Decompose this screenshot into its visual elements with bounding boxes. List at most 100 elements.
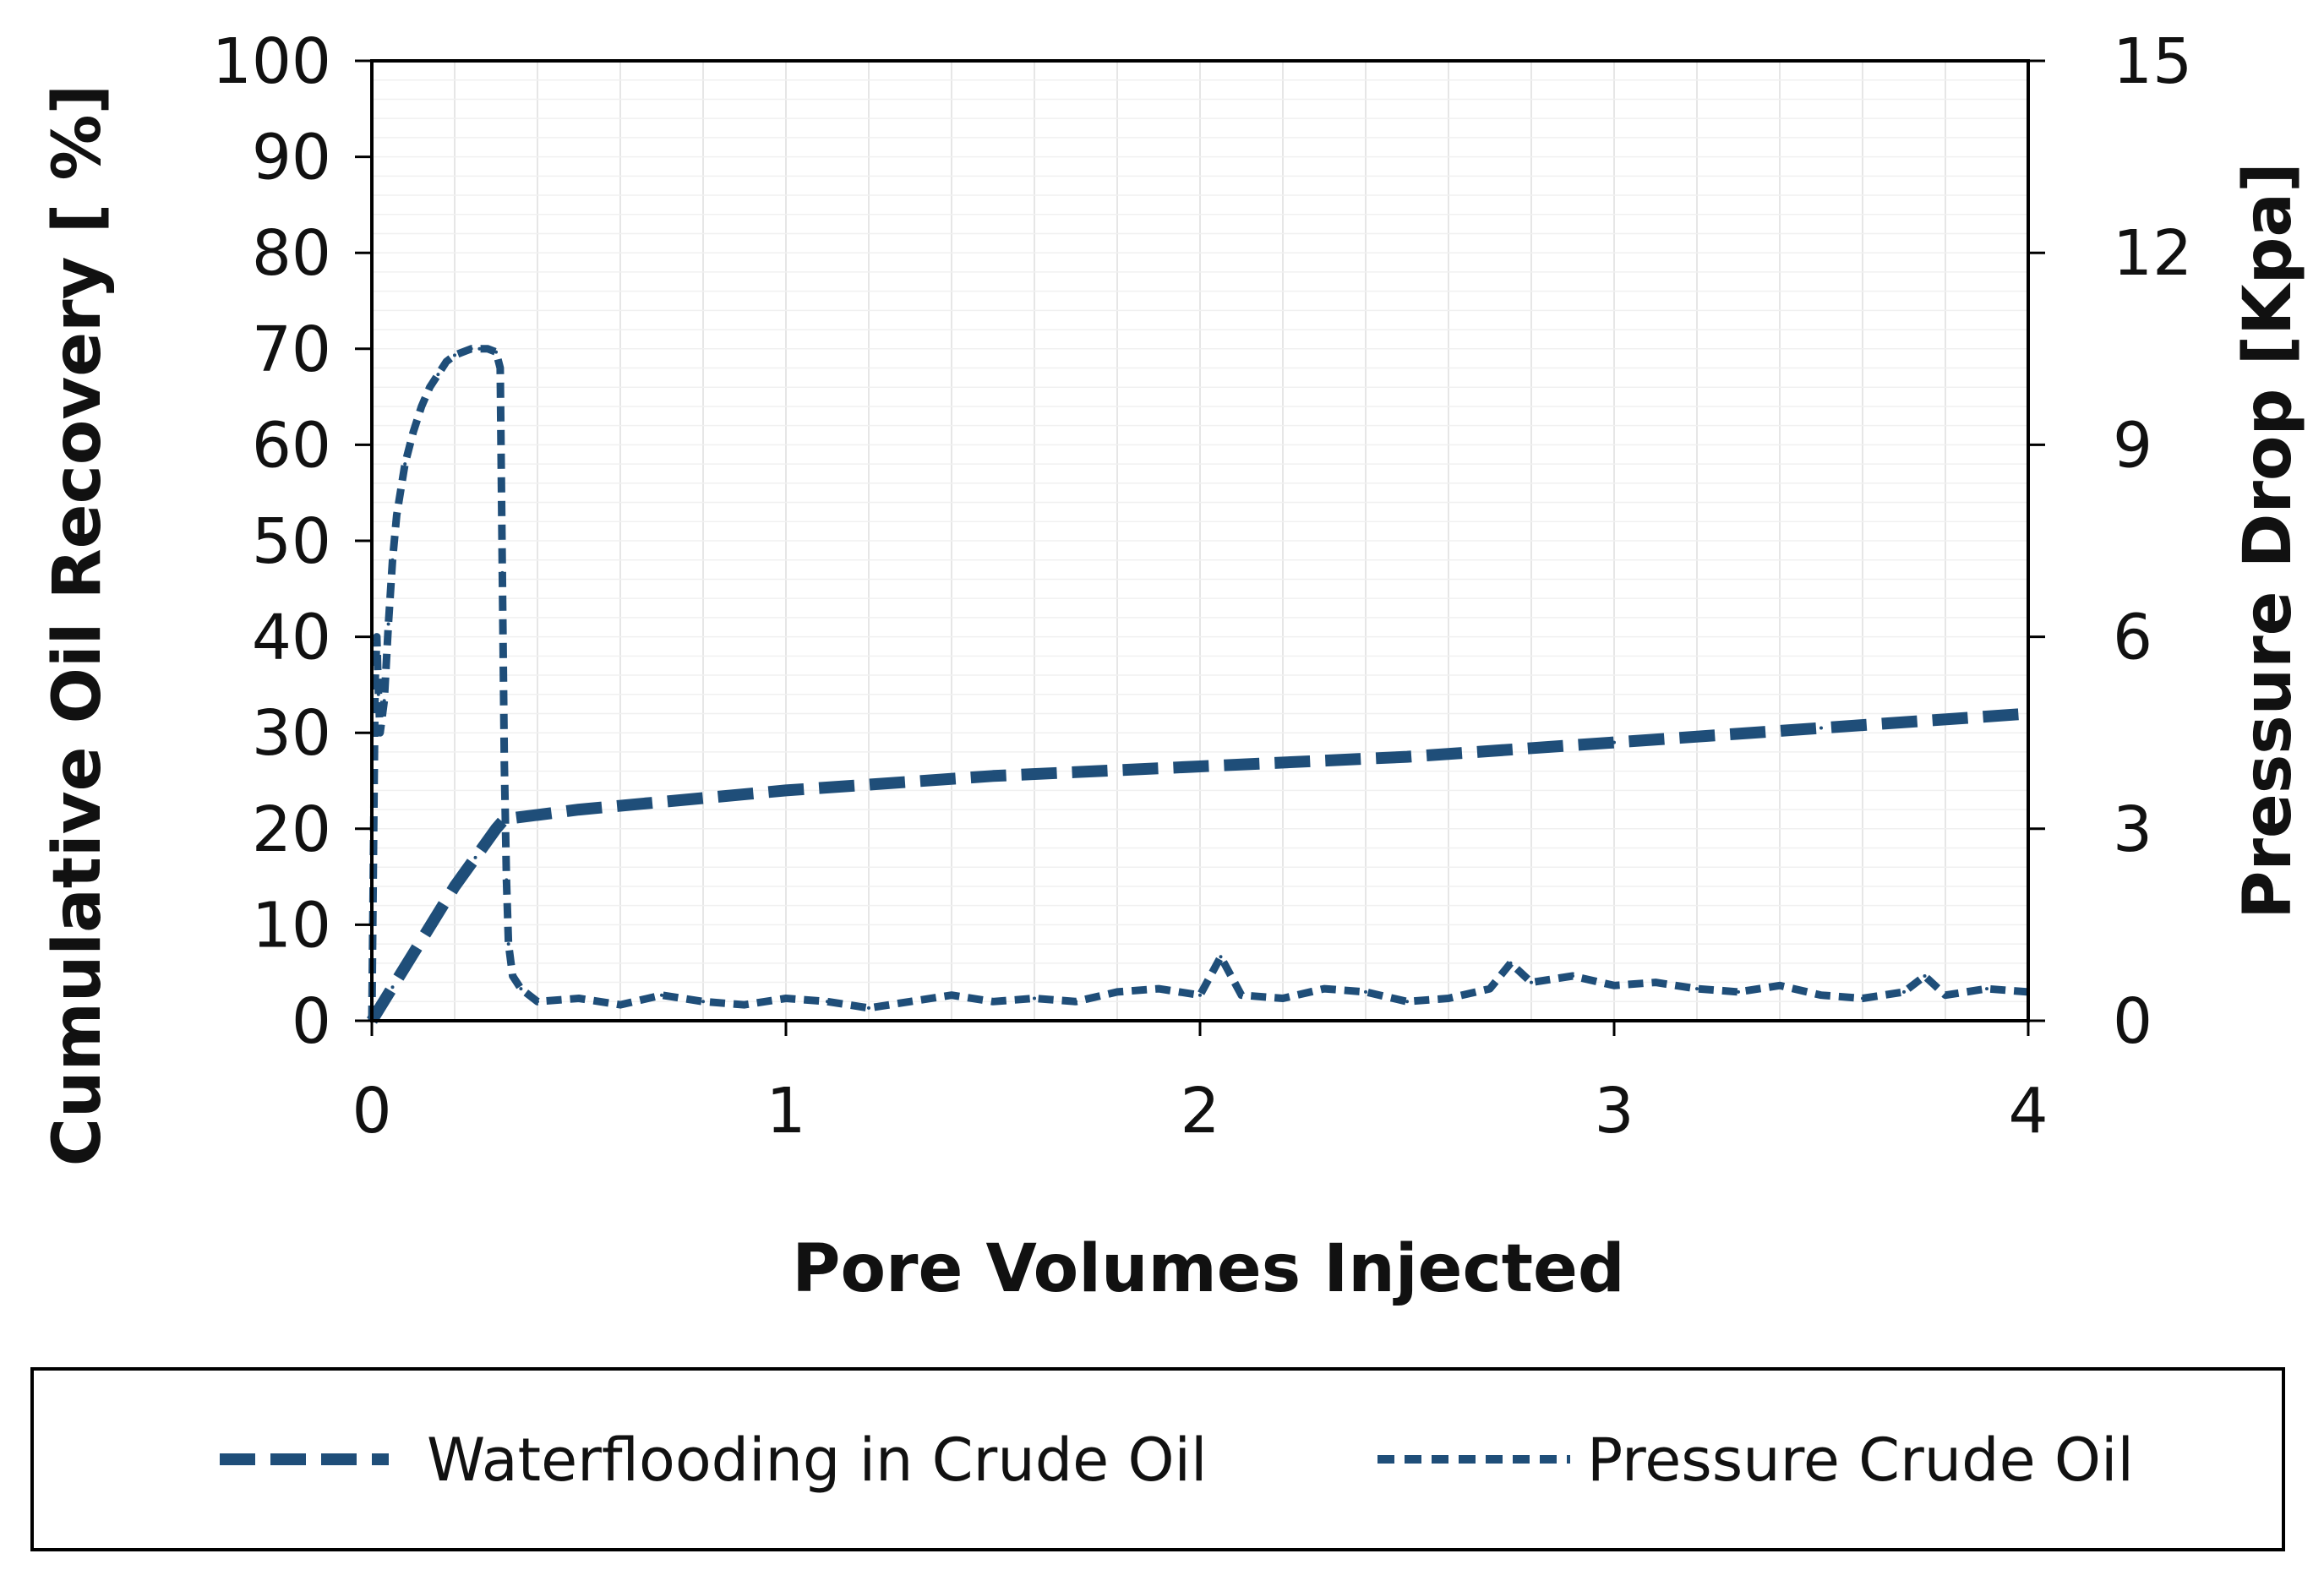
- pressure-point: [477, 346, 482, 351]
- x-tick-label: 0: [352, 1075, 391, 1148]
- pressure-point: [1902, 989, 1906, 994]
- pressure-point: [1695, 987, 1699, 991]
- y2-tick-label: 12: [2113, 217, 2192, 290]
- gridlines: [372, 61, 2028, 1021]
- y2-tick-label: 6: [2113, 602, 2152, 674]
- pressure-point: [701, 1000, 705, 1004]
- pressure-point: [1198, 993, 1202, 997]
- pressure-point: [1985, 987, 1988, 991]
- pressure-point: [428, 385, 432, 390]
- pressure-point: [469, 346, 473, 351]
- y-tick-labels: 0 10 20 30 40 50 60 70 80 90 100: [212, 25, 331, 1058]
- pressure-point: [577, 996, 581, 1000]
- y-axis-title: Cumulative Oil Recovery [ %]: [40, 84, 116, 1166]
- pressure-point: [1157, 987, 1160, 991]
- pressure-point: [419, 405, 423, 408]
- pressure-point: [498, 366, 502, 370]
- pressure-point: [500, 570, 505, 575]
- waterflooding-point: [991, 774, 995, 778]
- pressure-point: [784, 996, 788, 1000]
- waterflooding-point: [412, 951, 415, 956]
- pressure-point: [826, 1000, 829, 1004]
- waterflooding-point: [1405, 755, 1409, 759]
- y-tick-label: 0: [292, 985, 331, 1058]
- waterflooding-point: [390, 985, 395, 989]
- pressure-point: [1778, 984, 1781, 988]
- y-tick-label: 30: [252, 697, 331, 770]
- pressure-point: [1819, 993, 1823, 997]
- y-tick-label: 60: [252, 409, 331, 482]
- x-axis-title: Pore Volumes Injected: [792, 1231, 1624, 1307]
- y-tick-label: 10: [252, 889, 331, 962]
- x-tick-label: 2: [1180, 1075, 1219, 1148]
- x-tick-label: 3: [1594, 1075, 1634, 1148]
- pressure-point: [510, 974, 515, 978]
- pressure-point: [373, 679, 377, 684]
- y-tick-label: 80: [252, 217, 331, 290]
- pressure-point: [378, 731, 382, 735]
- waterflooding-point: [577, 808, 581, 812]
- y2-tick-label: 0: [2113, 985, 2152, 1058]
- pressure-point: [374, 635, 379, 639]
- y2-tick-label: 3: [2113, 793, 2152, 866]
- pressure-point: [1364, 989, 1367, 994]
- waterflooding-point: [1198, 765, 1202, 768]
- pressure-point: [1488, 987, 1492, 991]
- pressure-point: [536, 1000, 539, 1004]
- pressure-point: [1571, 974, 1574, 978]
- pressure-point: [461, 350, 465, 354]
- pressure-point: [412, 430, 415, 434]
- pressure-point: [1323, 987, 1326, 991]
- pressure-point: [1737, 989, 1740, 994]
- pressure-point: [1116, 989, 1119, 994]
- pressure-point: [908, 1000, 912, 1004]
- y-tick-label: 100: [212, 25, 331, 98]
- series-layer: [367, 345, 2030, 1024]
- pressure-point: [1612, 984, 1616, 988]
- pressure-point: [1219, 955, 1223, 959]
- pressure-point: [386, 622, 390, 626]
- y2-tick-label: 9: [2113, 409, 2152, 482]
- pressure-point: [743, 1003, 746, 1007]
- y2-tick-labels: 0 3 6 9 12 15: [2113, 25, 2192, 1058]
- pressure-point: [486, 346, 490, 351]
- pressure-point: [950, 993, 953, 997]
- y-tick-label: 70: [252, 313, 331, 386]
- x-tick-label: 4: [2008, 1075, 2048, 1148]
- pressure-point: [1447, 996, 1450, 1000]
- legend: Waterflooding in Crude Oil Pressure Crud…: [30, 1367, 2285, 1551]
- pressure-point: [1240, 993, 1243, 997]
- y-tick-label: 50: [252, 505, 331, 578]
- x-tick-label: 1: [766, 1075, 805, 1148]
- pressure-point: [660, 993, 663, 997]
- pressure-point: [403, 462, 407, 466]
- pressure-point: [395, 513, 399, 517]
- pressure-point: [1508, 961, 1513, 965]
- pressure-point: [1923, 974, 1927, 978]
- legend-label-pressure: Pressure Crude Oil: [1587, 1426, 2134, 1495]
- pressure-point: [1074, 1000, 1077, 1004]
- pressure-point: [1405, 1000, 1409, 1004]
- waterflooding-point: [473, 855, 477, 859]
- waterflooding-point: [784, 788, 788, 793]
- y2-tick-label: 15: [2113, 25, 2192, 98]
- waterflooding-point: [453, 885, 456, 888]
- legend-label-waterflooding: Waterflooding in Crude Oil: [427, 1426, 1207, 1495]
- series-waterflooding-crude-oil: [367, 707, 2029, 1024]
- legend-box: [30, 1367, 2285, 1551]
- y-tick-label: 90: [252, 122, 331, 194]
- x-tick-labels: 0 1 2 3 4: [352, 1075, 2048, 1148]
- y2-axis-title: Pressure Drop [Kpa]: [2230, 162, 2306, 919]
- pressure-point: [991, 1000, 995, 1004]
- pressure-point: [445, 359, 449, 363]
- pressure-point: [505, 878, 509, 882]
- pressure-point: [619, 1003, 622, 1007]
- pressure-point: [519, 987, 523, 991]
- pressure-point: [1944, 993, 1947, 997]
- y-tick-label: 40: [252, 602, 331, 674]
- pressure-point: [382, 699, 386, 703]
- pressure-point: [1033, 996, 1036, 1000]
- pressure-point: [1654, 980, 1657, 984]
- pressure-point: [867, 1006, 870, 1010]
